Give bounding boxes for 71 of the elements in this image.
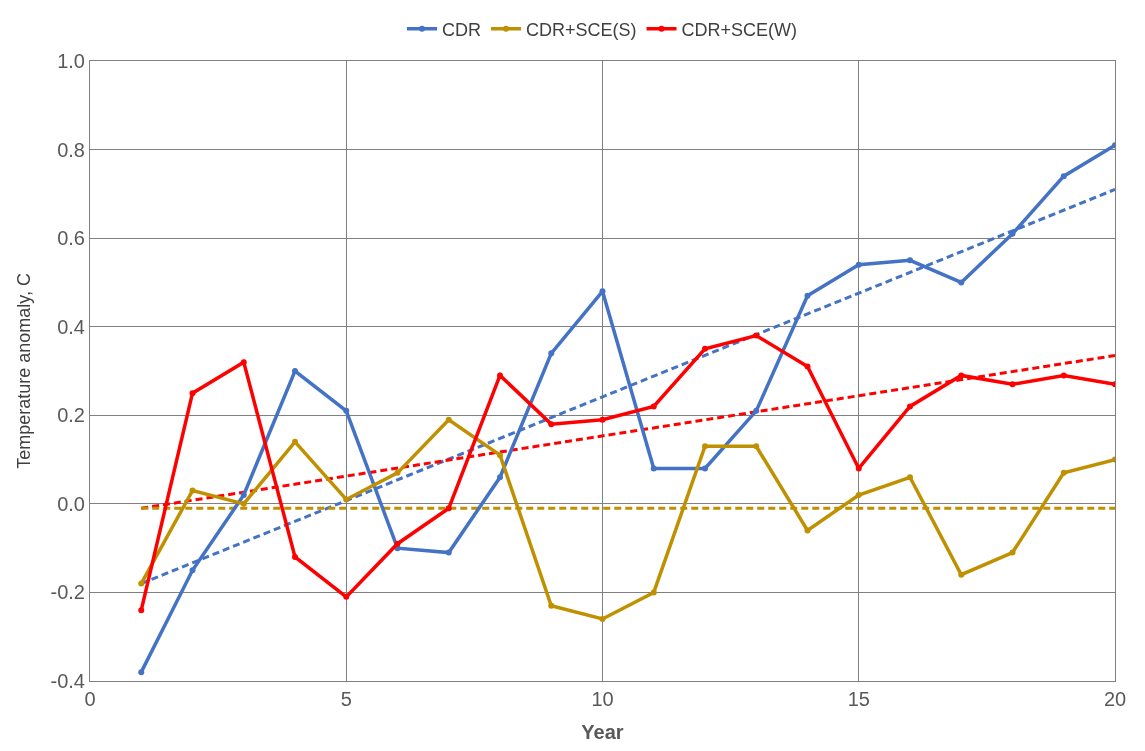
- legend-label: CDR: [442, 19, 481, 40]
- x-tick-label: 5: [340, 688, 352, 710]
- point: [292, 368, 298, 374]
- point: [343, 593, 350, 600]
- point: [958, 571, 965, 578]
- x-tick-label: 15: [847, 688, 870, 710]
- point: [804, 363, 811, 370]
- y-axis-title: Temperature anomaly, C: [13, 273, 34, 469]
- point: [804, 527, 811, 534]
- point: [753, 443, 760, 450]
- point: [650, 403, 657, 410]
- point: [702, 345, 708, 352]
- point: [240, 359, 247, 366]
- point: [650, 465, 657, 472]
- y-tick-label: 0.0: [57, 492, 85, 515]
- point: [445, 549, 452, 556]
- x-tick-label: 0: [84, 688, 96, 710]
- y-tick-label: 1.0: [57, 50, 85, 72]
- point: [292, 554, 298, 560]
- point: [650, 589, 657, 596]
- y-tick-label: 0.6: [57, 227, 85, 250]
- point: [189, 567, 196, 574]
- legend-label: CDR+SCE(W): [681, 19, 798, 40]
- x-tick-label: 10: [591, 688, 614, 710]
- point: [497, 452, 503, 459]
- point: [548, 602, 555, 609]
- y-tick-label: -0.4: [50, 670, 85, 692]
- point: [445, 505, 452, 512]
- point: [1060, 173, 1067, 180]
- point: [394, 540, 401, 547]
- x-tick-label: 20: [1103, 688, 1127, 710]
- point: [138, 580, 145, 587]
- point: [292, 438, 298, 445]
- point: [189, 487, 196, 494]
- point: [599, 416, 606, 423]
- y-tick-label: 0.4: [57, 315, 85, 338]
- legend-label: CDR+SCE(S): [526, 19, 637, 40]
- point: [548, 421, 555, 428]
- point: [702, 465, 708, 472]
- point: [753, 332, 760, 339]
- point: [804, 292, 811, 299]
- point: [240, 500, 247, 507]
- point: [1009, 549, 1016, 556]
- point: [343, 407, 350, 414]
- point: [138, 607, 145, 614]
- point: [907, 474, 913, 481]
- point: [497, 372, 503, 379]
- point: [548, 350, 555, 357]
- point: [497, 474, 503, 481]
- x-axis-title: Year: [581, 720, 624, 743]
- point: [394, 469, 401, 476]
- point: [138, 669, 145, 676]
- point: [1009, 381, 1016, 388]
- point: [343, 496, 350, 503]
- point: [907, 403, 913, 410]
- y-tick-label: 0.8: [57, 138, 85, 161]
- point: [445, 416, 452, 423]
- point: [855, 492, 862, 498]
- point: [907, 257, 913, 264]
- y-tick-label: -0.2: [50, 581, 85, 604]
- y-tick-label: 0.2: [57, 404, 85, 427]
- point: [240, 492, 247, 498]
- point: [189, 390, 196, 397]
- point: [753, 407, 760, 414]
- point: [702, 443, 708, 450]
- point: [1060, 469, 1067, 476]
- point: [855, 261, 862, 268]
- point: [958, 372, 965, 379]
- point: [958, 279, 965, 286]
- point: [599, 616, 606, 622]
- point: [1060, 372, 1067, 379]
